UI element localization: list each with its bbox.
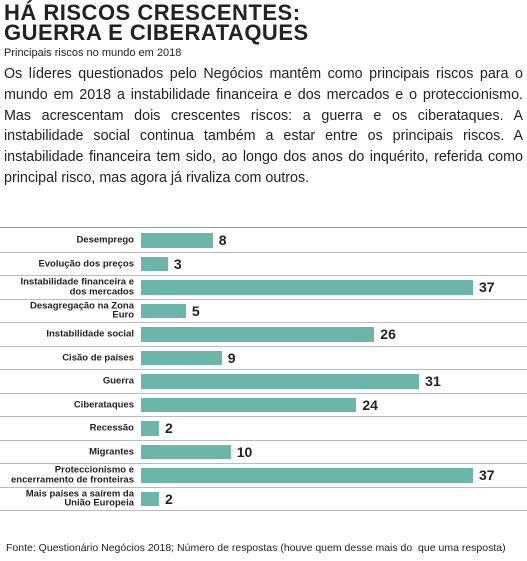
- divider: [0, 227, 527, 228]
- source: Fonte: Questionário Negócios 2018; Númer…: [6, 542, 506, 554]
- bar: [141, 491, 159, 506]
- bar-row: Instabilidade financeira e dos mercados 3…: [0, 276, 527, 300]
- category-label: Instabilidade financeira e dos mercados: [20, 276, 134, 298]
- bar: [141, 280, 473, 295]
- bar-row: Ciberataques 24: [0, 394, 527, 417]
- value-label: 24: [362, 396, 378, 413]
- value-label: 10: [236, 443, 253, 460]
- category-label: Migrantes: [89, 446, 134, 457]
- bar-row: Migrantes 10: [0, 441, 527, 464]
- bar-row: Desemprego 8: [0, 229, 527, 253]
- chart-title: HÁ RISCOS CRESCENTES: GUERRA E CIBERATAQ…: [4, 0, 309, 45]
- value-label: 31: [425, 373, 441, 390]
- category-label: Recessão: [89, 422, 134, 434]
- bar-row: Proteccionismo e encerramento de frontei…: [0, 464, 527, 488]
- description: Os líderes questionados pelo Negócios ma…: [4, 66, 523, 186]
- bar-row: Guerra 31: [0, 370, 527, 394]
- value-label: 2: [164, 420, 173, 437]
- bar: [141, 421, 159, 436]
- value-label: 3: [173, 255, 182, 272]
- bar-row: Mais países a saírem da União Europeia 2: [0, 488, 527, 511]
- bar-row: Cisão de países 9: [0, 347, 527, 370]
- category-label: Evolução dos preços: [38, 258, 134, 269]
- bar-row: Evolução dos preços 3: [0, 253, 527, 276]
- value-label: 37: [479, 279, 495, 296]
- category-label: Guerra: [102, 375, 134, 387]
- bar: [141, 256, 168, 271]
- bar: [141, 303, 186, 318]
- category-label: Mais países a saírem da União Europeia: [25, 488, 134, 509]
- value-label: 2: [164, 490, 173, 507]
- category-label: Proteccionismo e encerramento de frontei…: [10, 464, 134, 486]
- chart-subtitle: Principais riscos no mundo em 2018: [4, 47, 182, 59]
- bar: [141, 397, 357, 412]
- bar: [141, 374, 420, 389]
- bar-row: Recessão 2: [0, 417, 527, 441]
- category-label: Cisão de países: [62, 352, 134, 363]
- bar: [141, 444, 231, 459]
- bar-row: Instabilidade social 26: [0, 323, 527, 347]
- bar: [141, 327, 375, 342]
- category-label: Ciberataques: [73, 399, 134, 410]
- chart: Desemprego 8 Evolução dos preços 3 Instabili…: [0, 229, 527, 511]
- category-label: Desagregação na Zona Euro: [29, 300, 134, 321]
- value-label: 26: [380, 326, 396, 343]
- value-label: 5: [191, 302, 200, 319]
- value-label: 8: [218, 232, 227, 249]
- value-label: 37: [479, 467, 495, 484]
- bar: [141, 468, 473, 483]
- category-label: Desemprego: [76, 234, 134, 246]
- bar: [141, 233, 213, 248]
- value-label: 9: [227, 349, 236, 366]
- category-label: Instabilidade social: [46, 328, 134, 340]
- bar-row: Desagregação na Zona Euro 5: [0, 300, 527, 323]
- bar: [141, 350, 222, 365]
